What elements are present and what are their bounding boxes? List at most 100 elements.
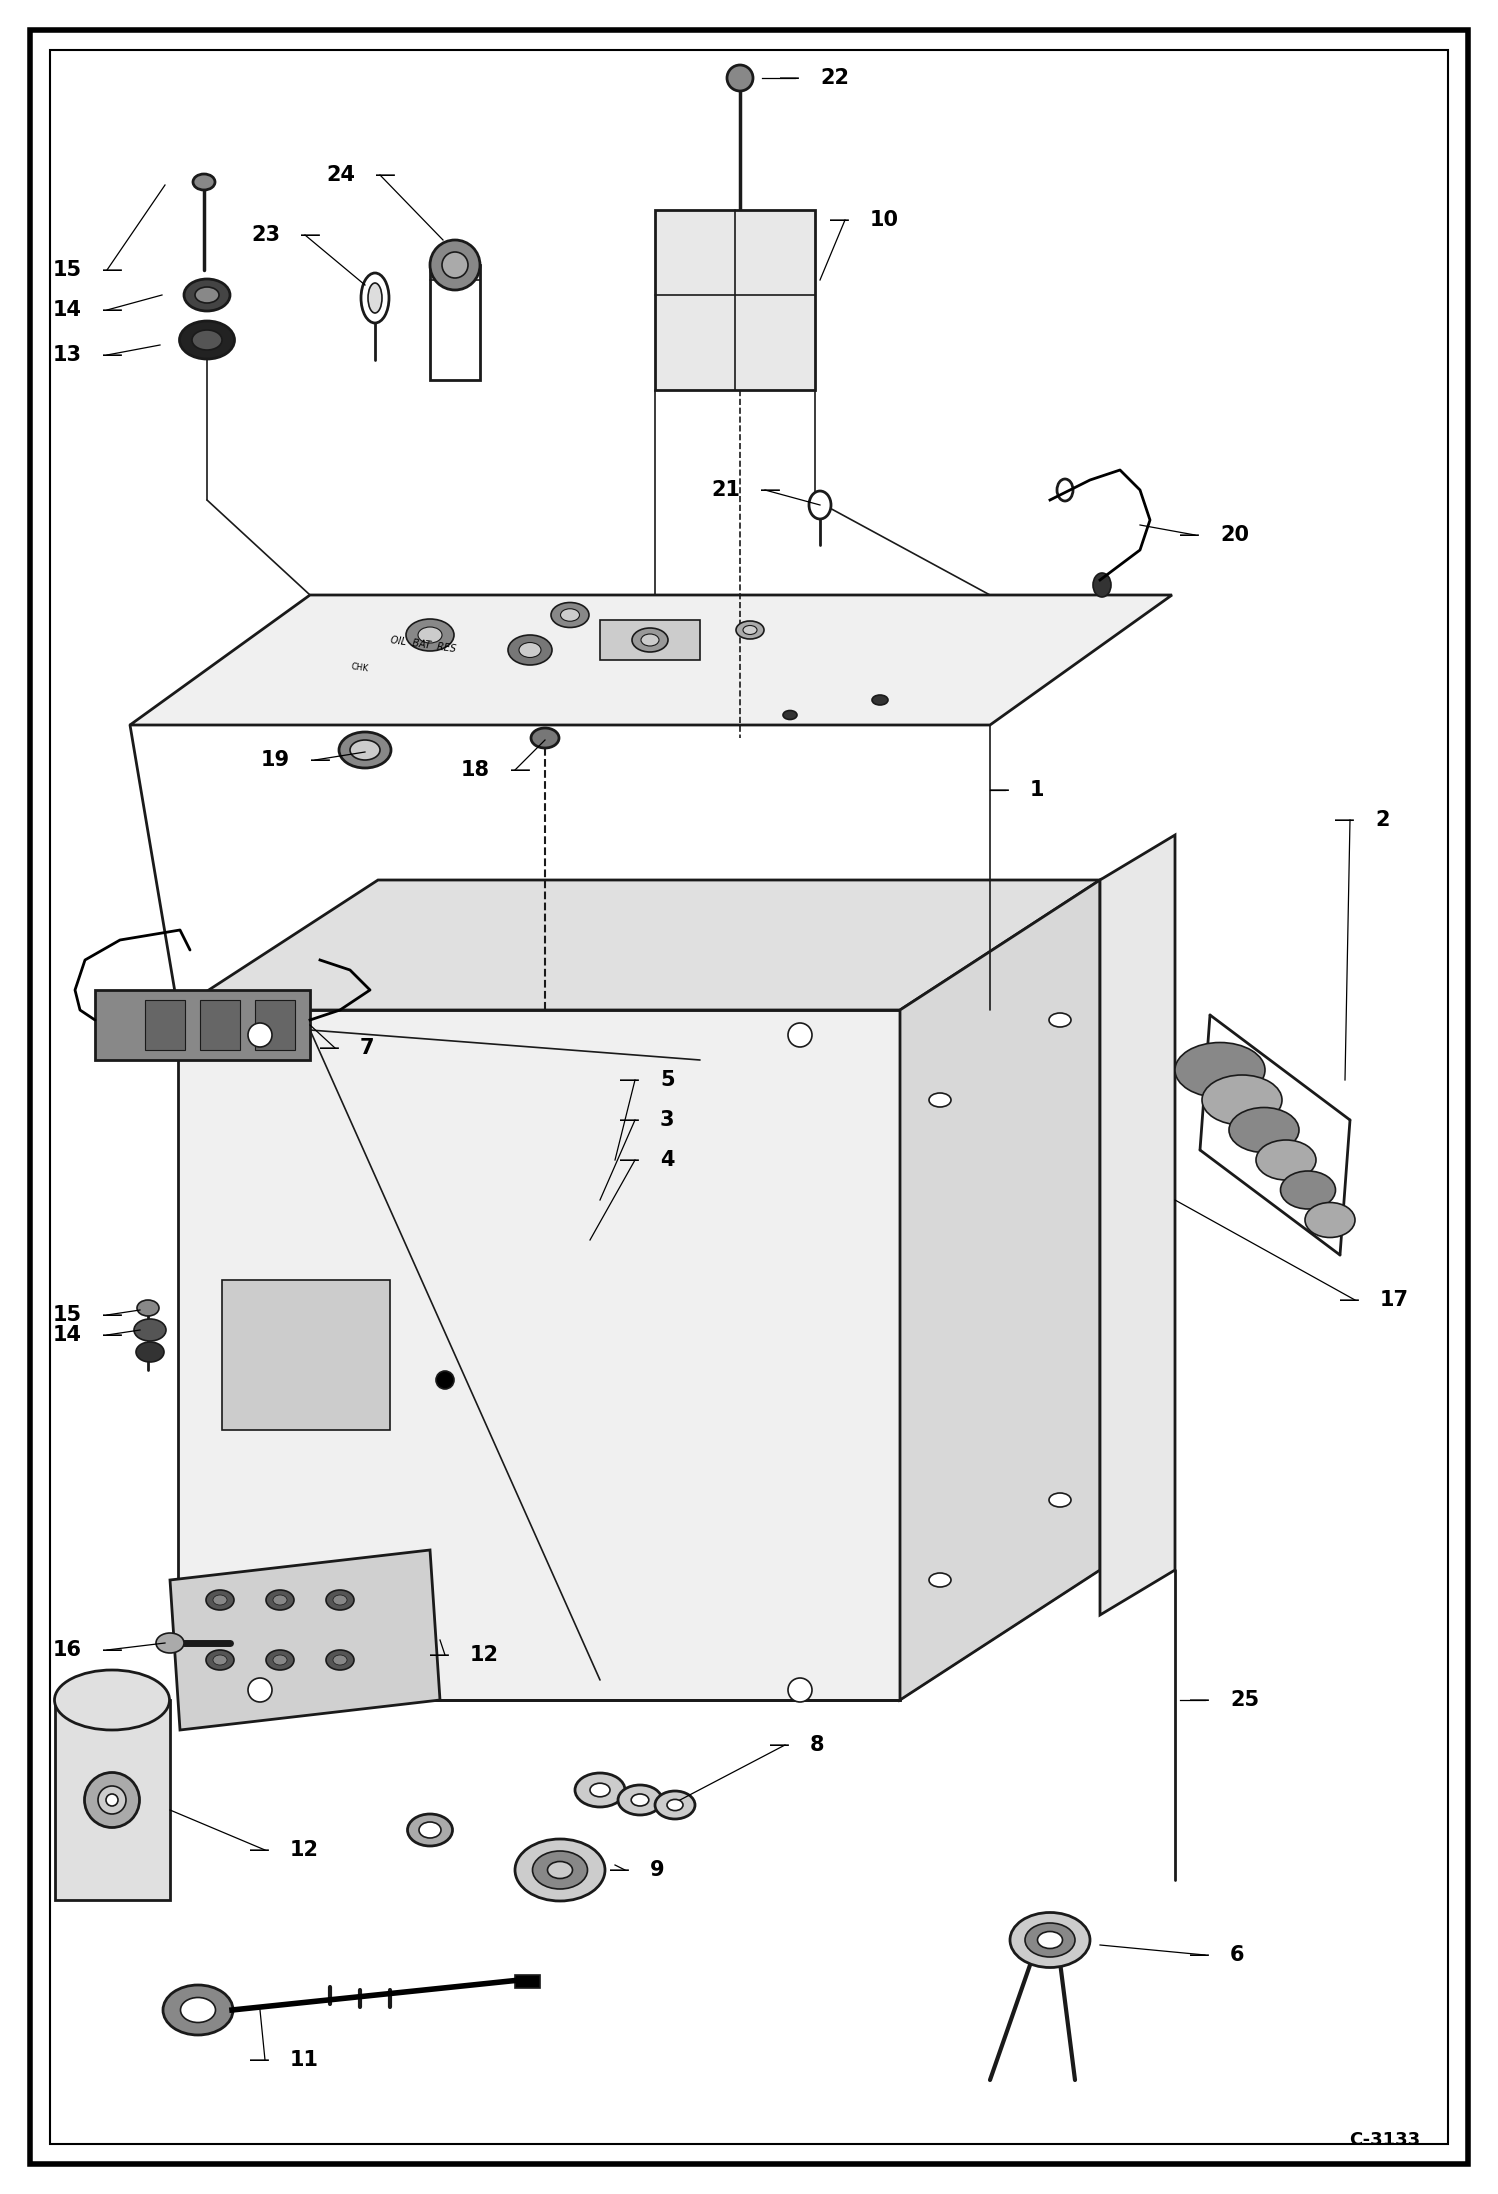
Ellipse shape xyxy=(508,634,551,665)
Ellipse shape xyxy=(619,1786,662,1814)
Ellipse shape xyxy=(84,1773,139,1828)
Ellipse shape xyxy=(551,603,589,627)
Text: —: — xyxy=(249,1841,270,1861)
Text: 14: 14 xyxy=(52,301,82,320)
Ellipse shape xyxy=(361,272,389,323)
Ellipse shape xyxy=(273,1654,288,1665)
Ellipse shape xyxy=(436,1371,454,1389)
Ellipse shape xyxy=(788,1678,812,1703)
Text: 10: 10 xyxy=(870,211,899,230)
Ellipse shape xyxy=(369,283,382,314)
Ellipse shape xyxy=(249,1678,273,1703)
Ellipse shape xyxy=(180,320,235,360)
Ellipse shape xyxy=(1201,1075,1282,1126)
Text: 2: 2 xyxy=(1375,810,1390,829)
Ellipse shape xyxy=(743,625,756,634)
Ellipse shape xyxy=(515,1839,605,1900)
Ellipse shape xyxy=(632,627,668,652)
Text: —: — xyxy=(619,1071,640,1090)
Text: 7: 7 xyxy=(360,1038,374,1058)
Text: —: — xyxy=(759,480,780,500)
Text: —: — xyxy=(619,1110,640,1130)
Ellipse shape xyxy=(333,1654,348,1665)
Text: 8: 8 xyxy=(810,1735,824,1755)
Ellipse shape xyxy=(1228,1108,1299,1152)
Ellipse shape xyxy=(547,1861,572,1878)
Text: —: — xyxy=(102,261,123,281)
Text: 1: 1 xyxy=(1031,781,1044,801)
Text: —: — xyxy=(768,1735,789,1755)
Polygon shape xyxy=(169,1549,440,1731)
Ellipse shape xyxy=(192,329,222,351)
Polygon shape xyxy=(255,1000,295,1051)
Ellipse shape xyxy=(641,634,659,645)
Text: 17: 17 xyxy=(1380,1290,1410,1310)
Ellipse shape xyxy=(419,1821,440,1839)
Text: 23: 23 xyxy=(252,226,280,246)
Ellipse shape xyxy=(163,1986,234,2036)
Ellipse shape xyxy=(631,1795,649,1806)
Ellipse shape xyxy=(809,491,831,520)
Ellipse shape xyxy=(136,1343,163,1362)
Polygon shape xyxy=(1100,836,1174,1615)
Text: —: — xyxy=(102,344,123,364)
Ellipse shape xyxy=(180,1997,216,2023)
Ellipse shape xyxy=(532,1852,587,1889)
Text: —: — xyxy=(619,1150,640,1169)
Ellipse shape xyxy=(1010,1913,1091,1968)
Ellipse shape xyxy=(207,1591,234,1610)
Ellipse shape xyxy=(1049,1492,1071,1507)
Ellipse shape xyxy=(333,1595,348,1606)
Ellipse shape xyxy=(1038,1931,1062,1948)
Text: —: — xyxy=(319,1038,340,1058)
Ellipse shape xyxy=(156,1632,184,1652)
Ellipse shape xyxy=(1094,573,1112,597)
Text: —: — xyxy=(102,1325,123,1345)
Text: —: — xyxy=(828,211,849,230)
Ellipse shape xyxy=(1305,1202,1356,1237)
Text: 21: 21 xyxy=(712,480,740,500)
Polygon shape xyxy=(430,265,479,380)
Ellipse shape xyxy=(184,279,231,312)
Ellipse shape xyxy=(407,1814,452,1845)
Text: —: — xyxy=(1339,1290,1360,1310)
Text: 16: 16 xyxy=(52,1639,82,1661)
Ellipse shape xyxy=(518,643,541,658)
Text: 12: 12 xyxy=(470,1646,499,1665)
Text: 20: 20 xyxy=(1219,524,1249,544)
Ellipse shape xyxy=(133,1319,166,1341)
Text: CHK: CHK xyxy=(351,663,369,674)
Text: —: — xyxy=(610,1861,631,1880)
Ellipse shape xyxy=(207,1650,234,1670)
Polygon shape xyxy=(515,1975,539,1988)
Text: 18: 18 xyxy=(461,759,490,781)
Text: 4: 4 xyxy=(661,1150,674,1169)
Ellipse shape xyxy=(872,695,888,704)
Ellipse shape xyxy=(560,608,580,621)
Polygon shape xyxy=(145,1000,184,1051)
Ellipse shape xyxy=(54,1670,169,1731)
Text: 5: 5 xyxy=(661,1071,674,1090)
Ellipse shape xyxy=(655,1790,695,1819)
Polygon shape xyxy=(655,211,815,391)
Ellipse shape xyxy=(273,1595,288,1606)
Ellipse shape xyxy=(667,1799,683,1810)
Ellipse shape xyxy=(327,1650,354,1670)
Ellipse shape xyxy=(249,1022,273,1047)
Ellipse shape xyxy=(195,287,219,303)
Ellipse shape xyxy=(929,1573,951,1586)
Text: 6: 6 xyxy=(1230,1946,1245,1966)
Text: —: — xyxy=(102,1639,123,1661)
Polygon shape xyxy=(94,989,310,1060)
Text: —: — xyxy=(102,301,123,320)
Polygon shape xyxy=(900,880,1100,1700)
Text: 19: 19 xyxy=(261,750,291,770)
Polygon shape xyxy=(222,1279,389,1430)
Text: 15: 15 xyxy=(52,1305,82,1325)
Text: —: — xyxy=(509,759,530,781)
Ellipse shape xyxy=(1255,1141,1317,1180)
Ellipse shape xyxy=(213,1595,228,1606)
Ellipse shape xyxy=(430,239,479,290)
Polygon shape xyxy=(178,1009,900,1700)
Text: —: — xyxy=(1179,524,1200,544)
